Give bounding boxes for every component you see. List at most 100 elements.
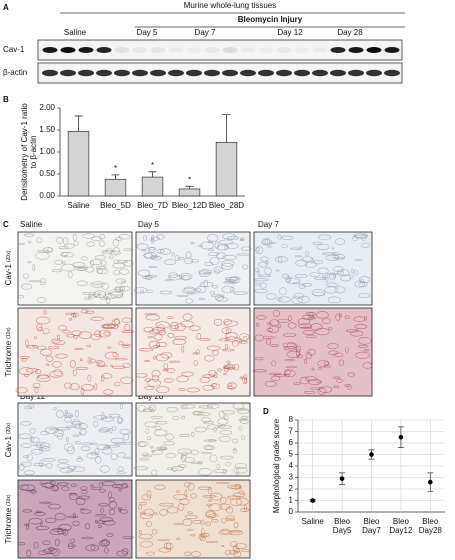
- tissue: [226, 236, 239, 240]
- tissue: [203, 420, 214, 424]
- tissue: [327, 327, 333, 330]
- tissue: [56, 236, 63, 244]
- tissue: [72, 233, 77, 241]
- band: [330, 69, 346, 77]
- tissue: [62, 237, 69, 245]
- tissue: [119, 403, 123, 409]
- tissue: [145, 428, 150, 434]
- tissue: [120, 376, 134, 384]
- tissue: [45, 363, 50, 366]
- tissue: [122, 345, 130, 349]
- tissue: [69, 492, 78, 501]
- tissue: [217, 417, 229, 425]
- tissue: [198, 533, 204, 540]
- tissue: [82, 233, 95, 239]
- tissue: [101, 447, 113, 455]
- tissue: [259, 282, 267, 289]
- tissue: [190, 242, 195, 245]
- tissue: [282, 342, 296, 348]
- tissue: [147, 435, 152, 441]
- tissue: [36, 345, 47, 350]
- tissue: [287, 276, 292, 282]
- tissue: [18, 433, 32, 440]
- significance: *: [151, 161, 154, 170]
- tissue: [228, 549, 238, 555]
- tissue: [293, 382, 301, 385]
- tissue: [271, 360, 276, 367]
- tissue: [172, 416, 180, 421]
- tissue: [17, 295, 25, 299]
- tissue: [344, 383, 351, 388]
- tissue: [69, 383, 80, 391]
- tissue: [178, 273, 193, 281]
- tissue: [234, 483, 242, 489]
- tissue: [23, 273, 29, 279]
- tissue: [118, 506, 123, 510]
- y-tick-label: 5: [289, 450, 294, 459]
- tissue: [81, 308, 89, 314]
- tissue: [91, 487, 101, 491]
- tissue: [209, 257, 220, 265]
- tissue: [108, 509, 115, 516]
- tissue: [311, 289, 326, 297]
- tissue: [207, 487, 212, 495]
- point: [428, 479, 433, 485]
- tissue: [163, 362, 169, 370]
- tissue: [70, 483, 77, 487]
- tissue: [206, 345, 221, 351]
- blot: [37, 39, 403, 61]
- y-tick-label: 2: [289, 484, 294, 493]
- tissue: [64, 409, 68, 414]
- tissue: [336, 378, 344, 383]
- tissue: [295, 259, 308, 267]
- tissue: [256, 315, 267, 320]
- lane-label: Day 7: [195, 28, 216, 37]
- tissue: [34, 369, 42, 375]
- tissue: [298, 283, 306, 289]
- tissue: [29, 428, 36, 434]
- tissue: [309, 272, 320, 278]
- tissue: [34, 336, 37, 340]
- tissue: [340, 270, 344, 276]
- tissue: [93, 290, 107, 299]
- tissue: [53, 406, 57, 411]
- tissue: [28, 280, 42, 283]
- tissue: [208, 240, 213, 244]
- tissue: [137, 441, 146, 447]
- tissue: [94, 520, 98, 524]
- y-tick-label: 0.50: [39, 169, 55, 178]
- tissue: [313, 276, 328, 280]
- tissue: [269, 319, 280, 326]
- tissue: [273, 373, 287, 377]
- tissue: [23, 523, 30, 527]
- tissue: [198, 269, 213, 275]
- x-tick-label: Saline: [67, 201, 90, 210]
- tissue: [213, 318, 223, 326]
- y-axis-label: Morphological grade score: [272, 418, 281, 514]
- tissue: [24, 406, 33, 410]
- tissue: [90, 545, 96, 550]
- tissue: [165, 453, 177, 459]
- row-label: Cav-1(20x): [4, 250, 13, 285]
- tissue: [56, 482, 69, 486]
- tissue: [17, 542, 26, 546]
- tissue: [95, 513, 107, 517]
- tissue: [270, 344, 280, 347]
- tissue: [39, 482, 44, 485]
- tissue: [157, 324, 165, 332]
- y-tick-label: 7: [289, 427, 294, 436]
- tissue: [267, 245, 273, 248]
- tissue: [144, 421, 158, 428]
- tissue: [29, 437, 40, 443]
- tissue: [24, 233, 35, 237]
- column-label: Day 28: [138, 392, 164, 401]
- tissue: [151, 450, 155, 453]
- tissue: [71, 330, 82, 336]
- tissue: [159, 502, 174, 507]
- tissue: [72, 520, 80, 527]
- tissue: [143, 454, 153, 458]
- tissue: [86, 344, 92, 348]
- tissue: [225, 243, 239, 249]
- tissue: [94, 330, 102, 338]
- tissue: [223, 372, 227, 376]
